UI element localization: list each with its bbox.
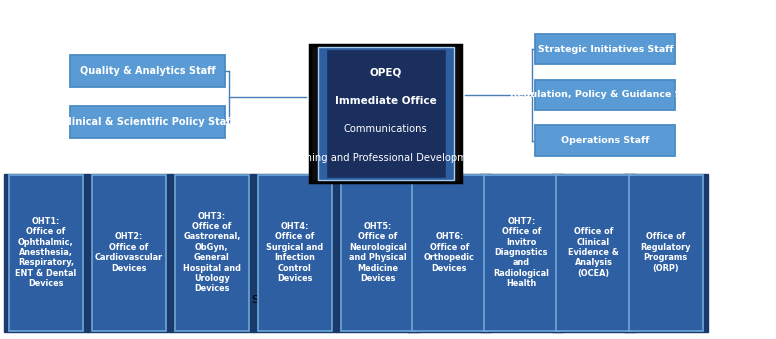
FancyBboxPatch shape [258, 175, 332, 331]
FancyBboxPatch shape [484, 175, 559, 331]
Text: OHT5:
Office of
Neurological
and Physical
Medicine
Devices: OHT5: Office of Neurological and Physica… [349, 222, 407, 283]
FancyBboxPatch shape [407, 174, 491, 332]
Text: OHT7:
Office of
Invitro
Diagnostics
and
Radiological
Health: OHT7: Office of Invitro Diagnostics and … [494, 217, 549, 288]
Text: Quality & Analytics Staff: Quality & Analytics Staff [80, 66, 215, 76]
Text: OHT2:
Office of
Cardiovascular
Devices: OHT2: Office of Cardiovascular Devices [95, 233, 163, 273]
Text: Super Office: Super Office [251, 295, 321, 305]
FancyBboxPatch shape [335, 283, 379, 317]
Text: OHT4:
Office of
Surgical and
Infection
Control
Devices: OHT4: Office of Surgical and Infection C… [266, 222, 324, 283]
FancyBboxPatch shape [175, 175, 249, 331]
FancyBboxPatch shape [70, 106, 225, 138]
FancyBboxPatch shape [341, 175, 415, 331]
FancyBboxPatch shape [535, 125, 675, 156]
Text: OHT1:
Office of
Ophthalmic,
Anesthesia,
Respiratory,
ENT & Dental
Devices: OHT1: Office of Ophthalmic, Anesthesia, … [16, 217, 76, 288]
Text: Training and Professional Development: Training and Professional Development [288, 153, 483, 163]
Text: Communications: Communications [344, 124, 428, 134]
FancyBboxPatch shape [4, 174, 88, 332]
FancyBboxPatch shape [556, 175, 631, 331]
Text: Operations Staff: Operations Staff [561, 136, 650, 145]
Text: Program/Staff: Program/Staff [512, 295, 589, 305]
FancyBboxPatch shape [412, 175, 487, 331]
FancyBboxPatch shape [92, 175, 166, 331]
FancyBboxPatch shape [203, 286, 238, 314]
Text: OHT3:
Office of
Gastrorenal,
ObGyn,
General
Hospital and
Urology
Devices: OHT3: Office of Gastrorenal, ObGyn, Gene… [183, 212, 241, 294]
FancyBboxPatch shape [9, 175, 83, 331]
Text: OPEQ: OPEQ [369, 67, 402, 77]
Text: Office of
Clinical
Evidence &
Analysis
(OCEA): Office of Clinical Evidence & Analysis (… [568, 227, 619, 278]
FancyBboxPatch shape [624, 174, 708, 332]
FancyBboxPatch shape [253, 174, 337, 332]
FancyBboxPatch shape [535, 80, 675, 110]
FancyBboxPatch shape [552, 174, 636, 332]
FancyBboxPatch shape [326, 49, 445, 178]
FancyBboxPatch shape [535, 34, 675, 64]
Text: Clinical & Scientific Policy Staff: Clinical & Scientific Policy Staff [61, 117, 234, 127]
Text: Strategic Initiatives Staff: Strategic Initiatives Staff [538, 45, 673, 54]
FancyBboxPatch shape [318, 47, 453, 180]
Text: OHT6:
Office of
Orthopedic
Devices: OHT6: Office of Orthopedic Devices [424, 233, 475, 273]
FancyBboxPatch shape [310, 45, 461, 182]
FancyBboxPatch shape [170, 174, 254, 332]
Text: Office of
Regulatory
Programs
(ORP): Office of Regulatory Programs (ORP) [641, 233, 691, 273]
FancyBboxPatch shape [87, 174, 171, 332]
FancyBboxPatch shape [629, 175, 703, 331]
FancyBboxPatch shape [480, 174, 563, 332]
Text: Office: Office [388, 295, 421, 305]
FancyBboxPatch shape [459, 283, 503, 317]
FancyBboxPatch shape [70, 55, 225, 87]
FancyBboxPatch shape [332, 282, 382, 318]
FancyBboxPatch shape [193, 282, 248, 318]
Text: Immediate Office: Immediate Office [334, 96, 437, 106]
Text: Regulation, Policy & Guidance Staff: Regulation, Policy & Guidance Staff [510, 91, 701, 99]
FancyBboxPatch shape [336, 174, 420, 332]
FancyBboxPatch shape [198, 283, 244, 317]
